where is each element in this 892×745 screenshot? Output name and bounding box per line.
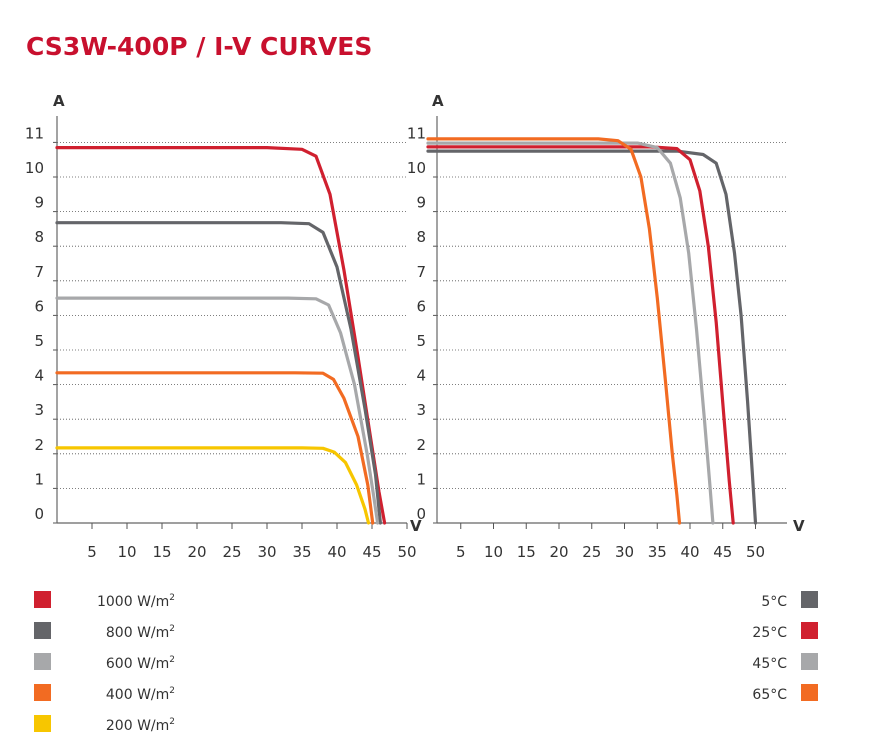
x-tick-label: 30 (257, 543, 276, 561)
y-tick-label: 2 (416, 436, 426, 454)
series-line-2 (55, 221, 382, 525)
y-tick-label: 4 (34, 367, 44, 385)
y-tick-label: 11 (25, 124, 44, 142)
x-tick-label: 45 (713, 543, 732, 561)
y-tick-label: 6 (416, 297, 426, 315)
x-tick-label: 45 (362, 543, 381, 561)
series-line-4 (426, 137, 682, 525)
y-axis-label: A (432, 92, 444, 110)
y-tick-label: 8 (416, 228, 426, 246)
y-tick-label: 9 (34, 194, 44, 212)
y-tick-label: 0 (34, 505, 44, 523)
legend-label: 200 W/m2 (106, 717, 175, 734)
x-tick-label: 10 (484, 543, 503, 561)
chart-title: CS3W-400P / I-V CURVES (26, 32, 373, 61)
legend-label: 25°C (752, 625, 787, 641)
y-tick-label: 10 (407, 159, 426, 177)
legend-swatch (34, 591, 51, 608)
legend-swatch (801, 684, 818, 701)
x-tick-label: 35 (292, 543, 311, 561)
series-line-5 (55, 446, 371, 525)
x-tick-label: 35 (648, 543, 667, 561)
x-tick-label: 15 (152, 543, 171, 561)
legend-swatch (34, 653, 51, 670)
legend-swatch (801, 591, 818, 608)
legend-swatch (801, 653, 818, 670)
series-line-3 (426, 141, 715, 525)
x-tick-label: 50 (397, 543, 416, 561)
y-tick-label: 4 (416, 367, 426, 385)
x-tick-label: 40 (327, 543, 346, 561)
y-tick-label: 1 (416, 470, 426, 488)
y-tick-label: 3 (416, 401, 426, 419)
series-line-1 (426, 149, 758, 525)
x-axis-label: V (410, 517, 422, 535)
x-tick-label: 40 (680, 543, 699, 561)
y-axis-label: A (53, 92, 65, 110)
legend-label: 400 W/m2 (106, 686, 175, 703)
x-tick-label: 15 (517, 543, 536, 561)
series-line-3 (55, 296, 380, 525)
legend-temperature: 5°C 25°C 45°C 65°C (752, 591, 818, 703)
series-line-2 (426, 145, 735, 525)
legend-label: 45°C (752, 656, 787, 672)
y-tick-label: 10 (25, 159, 44, 177)
y-tick-label: 7 (34, 263, 44, 281)
y-tick-label: 8 (34, 228, 44, 246)
x-tick-label: 30 (615, 543, 634, 561)
x-tick-label: 5 (456, 543, 466, 561)
y-tick-label: 1 (34, 470, 44, 488)
legend-label: 5°C (761, 594, 787, 610)
x-axis-label: V (793, 517, 805, 535)
y-tick-label: 5 (34, 332, 44, 350)
x-tick-label: 20 (549, 543, 568, 561)
series-line-4 (55, 371, 375, 525)
x-tick-label: 25 (582, 543, 601, 561)
y-tick-label: 0 (416, 505, 426, 523)
legend-label: 600 W/m2 (106, 655, 175, 672)
y-tick-label: 3 (34, 401, 44, 419)
x-tick-label: 25 (222, 543, 241, 561)
legend-swatch (34, 684, 51, 701)
y-tick-label: 7 (416, 263, 426, 281)
x-tick-label: 5 (87, 543, 97, 561)
x-tick-label: 10 (117, 543, 136, 561)
legend-swatch (34, 622, 51, 639)
legend-label: 1000 W/m2 (97, 593, 175, 610)
legend-swatch (34, 715, 51, 732)
y-tick-label: 11 (407, 124, 426, 142)
series-line-1 (55, 146, 387, 525)
legend-label: 800 W/m2 (106, 624, 175, 641)
legend-swatch (801, 622, 818, 639)
legend-label: 65°C (752, 687, 787, 703)
x-tick-label: 20 (187, 543, 206, 561)
x-tick-label: 50 (746, 543, 765, 561)
legend-irradiance: 1000 W/m2 800 W/m2 600 W/m2 400 W/m2 200 W/m… (34, 591, 175, 734)
y-tick-label: 6 (34, 297, 44, 315)
y-tick-label: 9 (416, 194, 426, 212)
y-tick-label: 2 (34, 436, 44, 454)
y-tick-label: 5 (416, 332, 426, 350)
